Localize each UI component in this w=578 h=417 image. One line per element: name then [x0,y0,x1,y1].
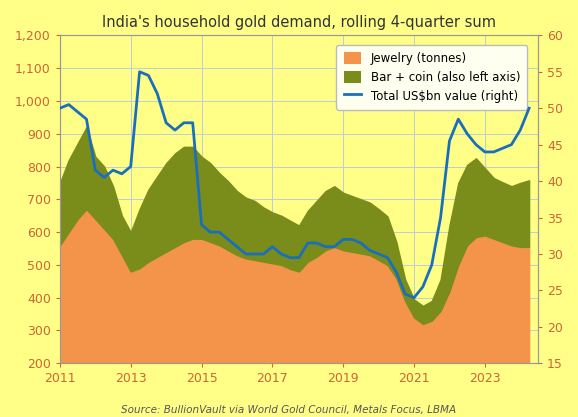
Title: India's household gold demand, rolling 4-quarter sum: India's household gold demand, rolling 4… [102,15,496,30]
Legend: Jewelry (tonnes), Bar + coin (also left axis), Total US$bn value (right): Jewelry (tonnes), Bar + coin (also left … [336,45,527,110]
Text: Source: BullionVault via World Gold Council, Metals Focus, LBMA: Source: BullionVault via World Gold Coun… [121,405,457,415]
